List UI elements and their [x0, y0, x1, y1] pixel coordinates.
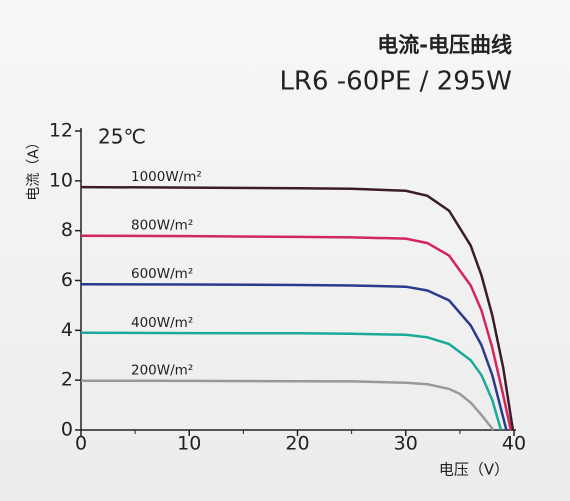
x-tick-label: 40	[502, 433, 526, 455]
x-axis-label: 电压（V）	[439, 461, 509, 479]
series-line	[80, 185, 515, 431]
y-tick-label: 10	[49, 169, 73, 191]
y-tick-label: 6	[61, 269, 73, 291]
y-axis-label: 电流（A）	[26, 135, 42, 201]
series-line	[80, 282, 508, 431]
y-tick-label: 12	[49, 120, 73, 142]
x-tick-label: 0	[75, 433, 87, 455]
x-tick-label: 20	[285, 433, 309, 455]
y-tick-label: 4	[61, 319, 73, 341]
x-tick-label: 10	[177, 433, 201, 455]
series-label: 1000W/m²	[131, 169, 202, 185]
series-label: 200W/m²	[131, 363, 193, 379]
series-line	[80, 234, 513, 431]
x-tick-label: 30	[394, 433, 418, 455]
annotation: 25℃	[98, 125, 146, 149]
y-tick-label: 2	[61, 369, 73, 391]
series-label: 600W/m²	[131, 266, 193, 282]
series-label: 800W/m²	[131, 218, 193, 234]
series-line	[80, 379, 495, 431]
series-label: 400W/m²	[131, 315, 193, 331]
series-line	[80, 331, 503, 431]
y-tick-label: 0	[61, 419, 73, 441]
chart-subtitle: LR6 -60PE / 295W	[279, 67, 512, 97]
y-tick-label: 8	[61, 219, 73, 241]
chart-title: 电流-电压曲线	[377, 33, 512, 57]
